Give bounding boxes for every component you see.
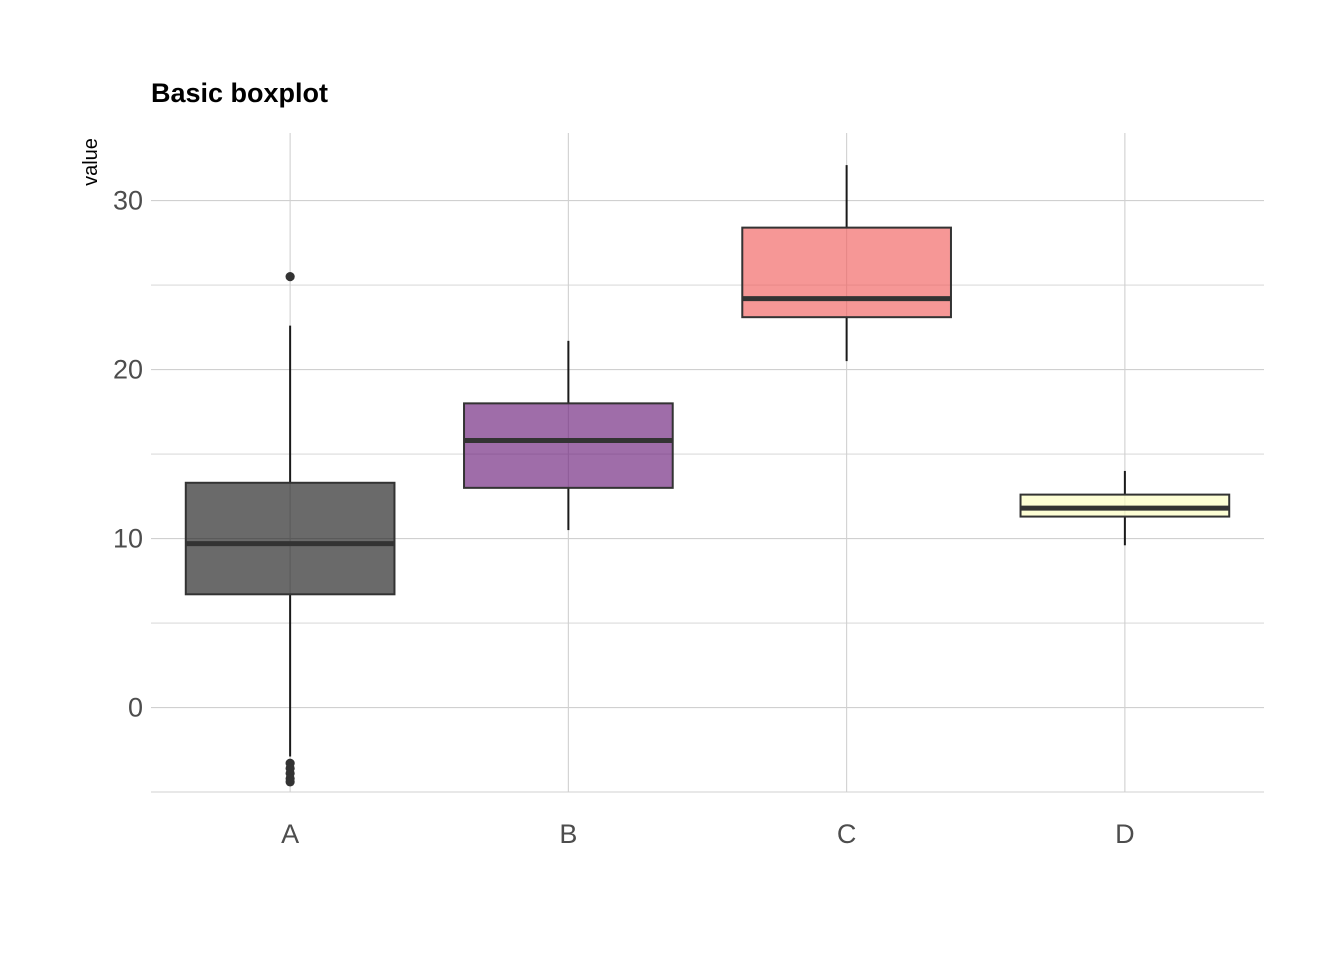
grid-layer	[151, 133, 1264, 793]
box-A	[184, 272, 396, 787]
y-tick-label: 10	[113, 524, 143, 554]
x-tick-label: A	[281, 819, 299, 849]
box-body	[184, 481, 396, 596]
x-tick-label: B	[559, 819, 577, 849]
box-layer	[184, 165, 1231, 787]
box-C	[741, 165, 952, 362]
outlier-point	[285, 272, 295, 282]
y-axis-label: value	[80, 138, 102, 186]
chart-title: Basic boxplot	[151, 78, 328, 108]
x-tick-label: C	[837, 819, 857, 849]
box-body	[463, 402, 674, 489]
outlier-point	[285, 777, 295, 787]
box-D	[1019, 470, 1231, 546]
box-body	[1019, 493, 1231, 518]
x-tick-label: D	[1115, 819, 1135, 849]
y-tick-label: 30	[113, 186, 143, 216]
axis-layer: 0 10 20 30 A B C D	[113, 186, 1135, 849]
y-tick-label: 20	[113, 355, 143, 385]
box-body	[741, 226, 952, 319]
box-B	[463, 340, 674, 531]
y-tick-label: 0	[128, 693, 143, 723]
